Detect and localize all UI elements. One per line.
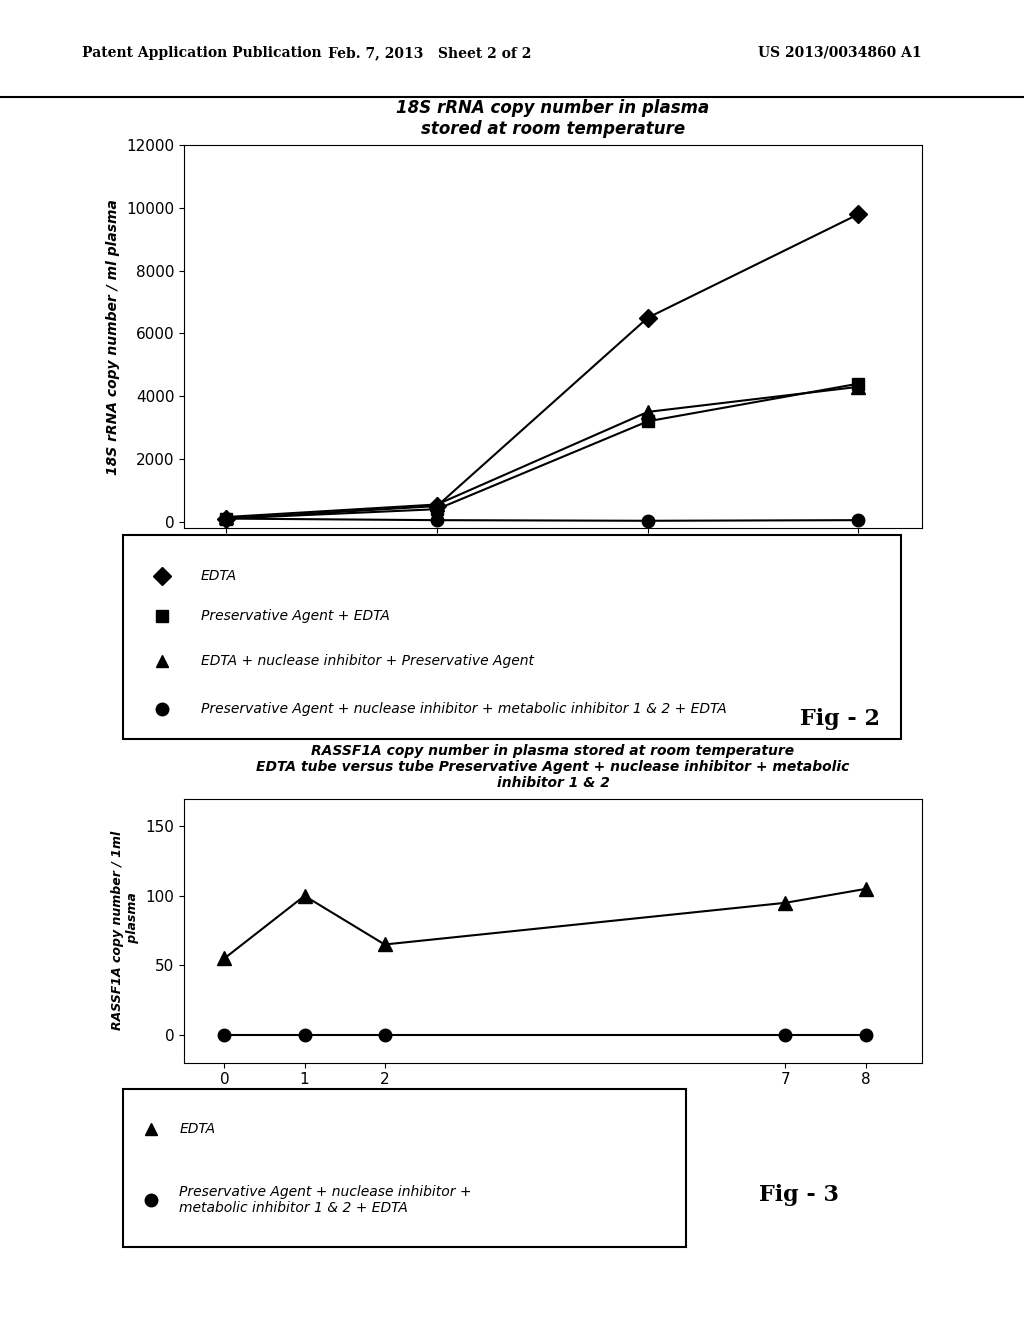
FancyBboxPatch shape bbox=[123, 535, 901, 739]
Text: Fig - 2: Fig - 2 bbox=[800, 709, 880, 730]
Y-axis label: 18S rRNA copy number / ml plasma: 18S rRNA copy number / ml plasma bbox=[105, 199, 120, 474]
Text: Feb. 7, 2013   Sheet 2 of 2: Feb. 7, 2013 Sheet 2 of 2 bbox=[329, 46, 531, 59]
Text: Patent Application Publication: Patent Application Publication bbox=[82, 46, 322, 59]
Title: RASSF1A copy number in plasma stored at room temperature
EDTA tube versus tube P: RASSF1A copy number in plasma stored at … bbox=[256, 744, 850, 791]
Y-axis label: RASSF1A copy number / 1ml
      plasma: RASSF1A copy number / 1ml plasma bbox=[111, 832, 139, 1030]
Text: Fig - 3: Fig - 3 bbox=[759, 1184, 839, 1205]
Text: EDTA + nuclease inhibitor + Preservative Agent: EDTA + nuclease inhibitor + Preservative… bbox=[201, 655, 534, 668]
X-axis label: Days: Days bbox=[528, 1093, 578, 1111]
Text: US 2013/0034860 A1: US 2013/0034860 A1 bbox=[758, 46, 922, 59]
Text: Preservative Agent + nuclease inhibitor + metabolic inhibitor 1 & 2 + EDTA: Preservative Agent + nuclease inhibitor … bbox=[201, 701, 726, 715]
FancyBboxPatch shape bbox=[123, 1089, 686, 1247]
Title: 18S rRNA copy number in plasma
stored at room temperature: 18S rRNA copy number in plasma stored at… bbox=[396, 99, 710, 139]
Text: EDTA: EDTA bbox=[179, 1122, 215, 1135]
Text: Preservative Agent + nuclease inhibitor +
metabolic inhibitor 1 & 2 + EDTA: Preservative Agent + nuclease inhibitor … bbox=[179, 1185, 472, 1214]
X-axis label: Days: Days bbox=[528, 558, 578, 577]
Text: EDTA: EDTA bbox=[201, 569, 237, 582]
Text: Preservative Agent + EDTA: Preservative Agent + EDTA bbox=[201, 610, 389, 623]
